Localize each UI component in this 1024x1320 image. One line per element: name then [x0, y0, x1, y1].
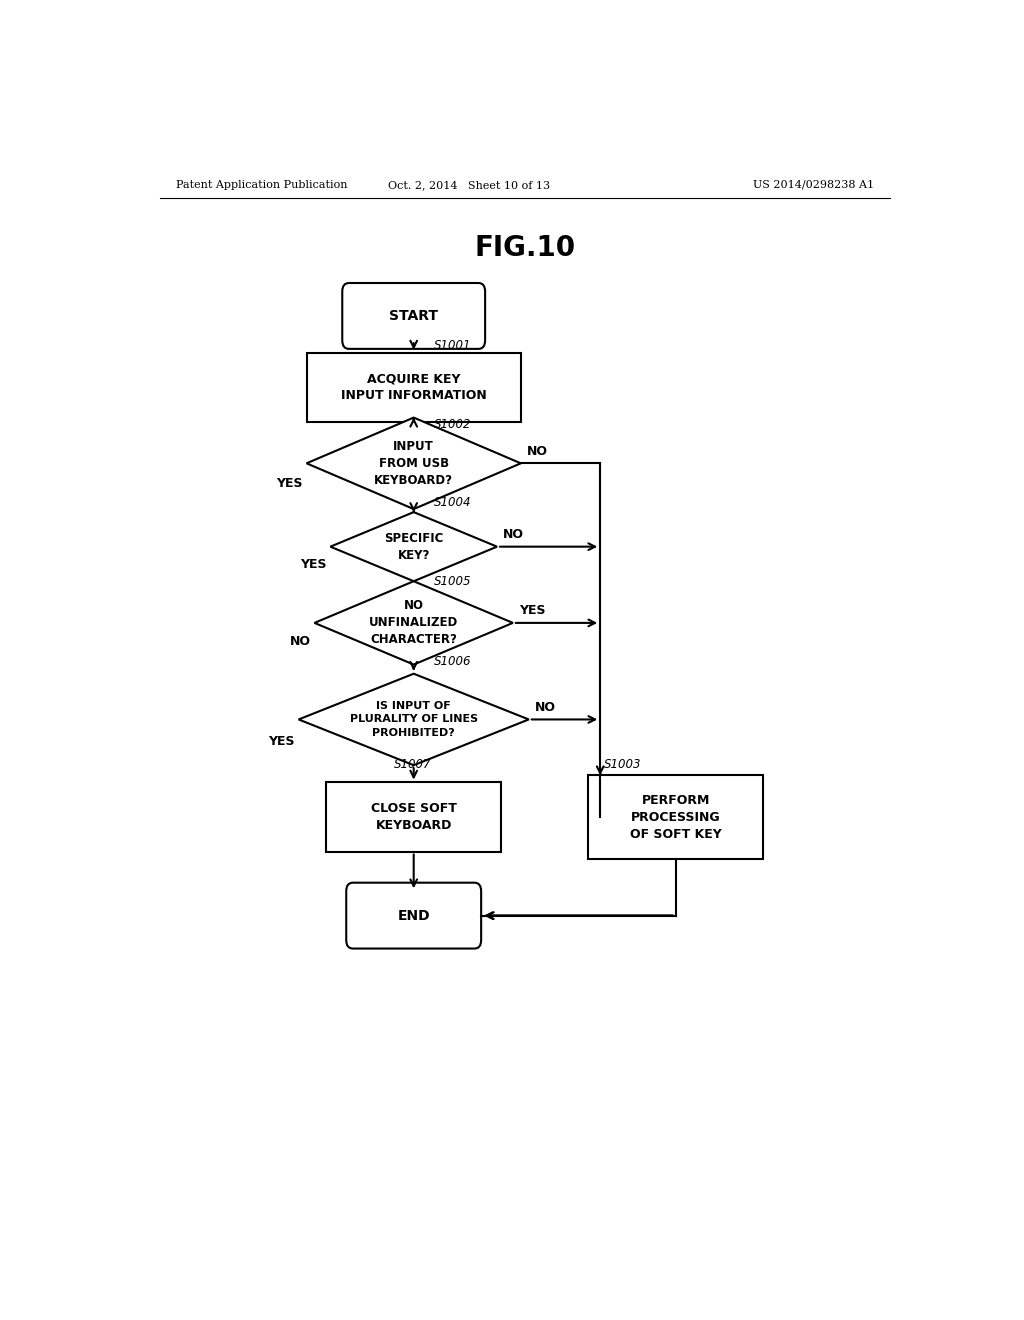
Text: PERFORM
PROCESSING
OF SOFT KEY: PERFORM PROCESSING OF SOFT KEY [630, 793, 722, 841]
Text: NO
UNFINALIZED
CHARACTER?: NO UNFINALIZED CHARACTER? [369, 599, 459, 647]
Text: YES: YES [268, 735, 295, 748]
FancyBboxPatch shape [588, 775, 763, 859]
Text: Patent Application Publication: Patent Application Publication [176, 180, 347, 190]
Text: S1004: S1004 [433, 496, 471, 508]
FancyBboxPatch shape [342, 282, 485, 348]
Text: S1006: S1006 [433, 656, 471, 668]
FancyBboxPatch shape [327, 783, 501, 851]
Text: NO: NO [536, 701, 556, 714]
Polygon shape [306, 417, 521, 510]
Text: US 2014/0298238 A1: US 2014/0298238 A1 [753, 180, 873, 190]
Text: S1001: S1001 [433, 339, 471, 352]
Text: CLOSE SOFT
KEYBOARD: CLOSE SOFT KEYBOARD [371, 803, 457, 832]
Text: START: START [389, 309, 438, 323]
Text: INPUT
FROM USB
KEYBOARD?: INPUT FROM USB KEYBOARD? [374, 440, 454, 487]
Text: IS INPUT OF
PLURALITY OF LINES
PROHIBITED?: IS INPUT OF PLURALITY OF LINES PROHIBITE… [349, 701, 478, 738]
Text: NO: NO [290, 635, 310, 648]
Polygon shape [331, 512, 497, 581]
Text: YES: YES [300, 558, 327, 572]
Text: S1003: S1003 [604, 758, 642, 771]
Text: S1007: S1007 [394, 758, 431, 771]
Text: YES: YES [276, 477, 303, 490]
FancyBboxPatch shape [306, 352, 521, 421]
Polygon shape [299, 673, 528, 766]
Text: END: END [397, 908, 430, 923]
Text: NO: NO [527, 445, 548, 458]
Text: S1002: S1002 [433, 417, 471, 430]
Text: NO: NO [504, 528, 524, 541]
Text: SPECIFIC
KEY?: SPECIFIC KEY? [384, 532, 443, 562]
Text: Oct. 2, 2014   Sheet 10 of 13: Oct. 2, 2014 Sheet 10 of 13 [388, 180, 550, 190]
Text: ACQUIRE KEY
INPUT INFORMATION: ACQUIRE KEY INPUT INFORMATION [341, 372, 486, 403]
Polygon shape [314, 581, 513, 664]
FancyBboxPatch shape [346, 883, 481, 949]
Text: FIG.10: FIG.10 [474, 234, 575, 261]
Text: YES: YES [519, 605, 546, 618]
Text: S1005: S1005 [433, 576, 471, 589]
